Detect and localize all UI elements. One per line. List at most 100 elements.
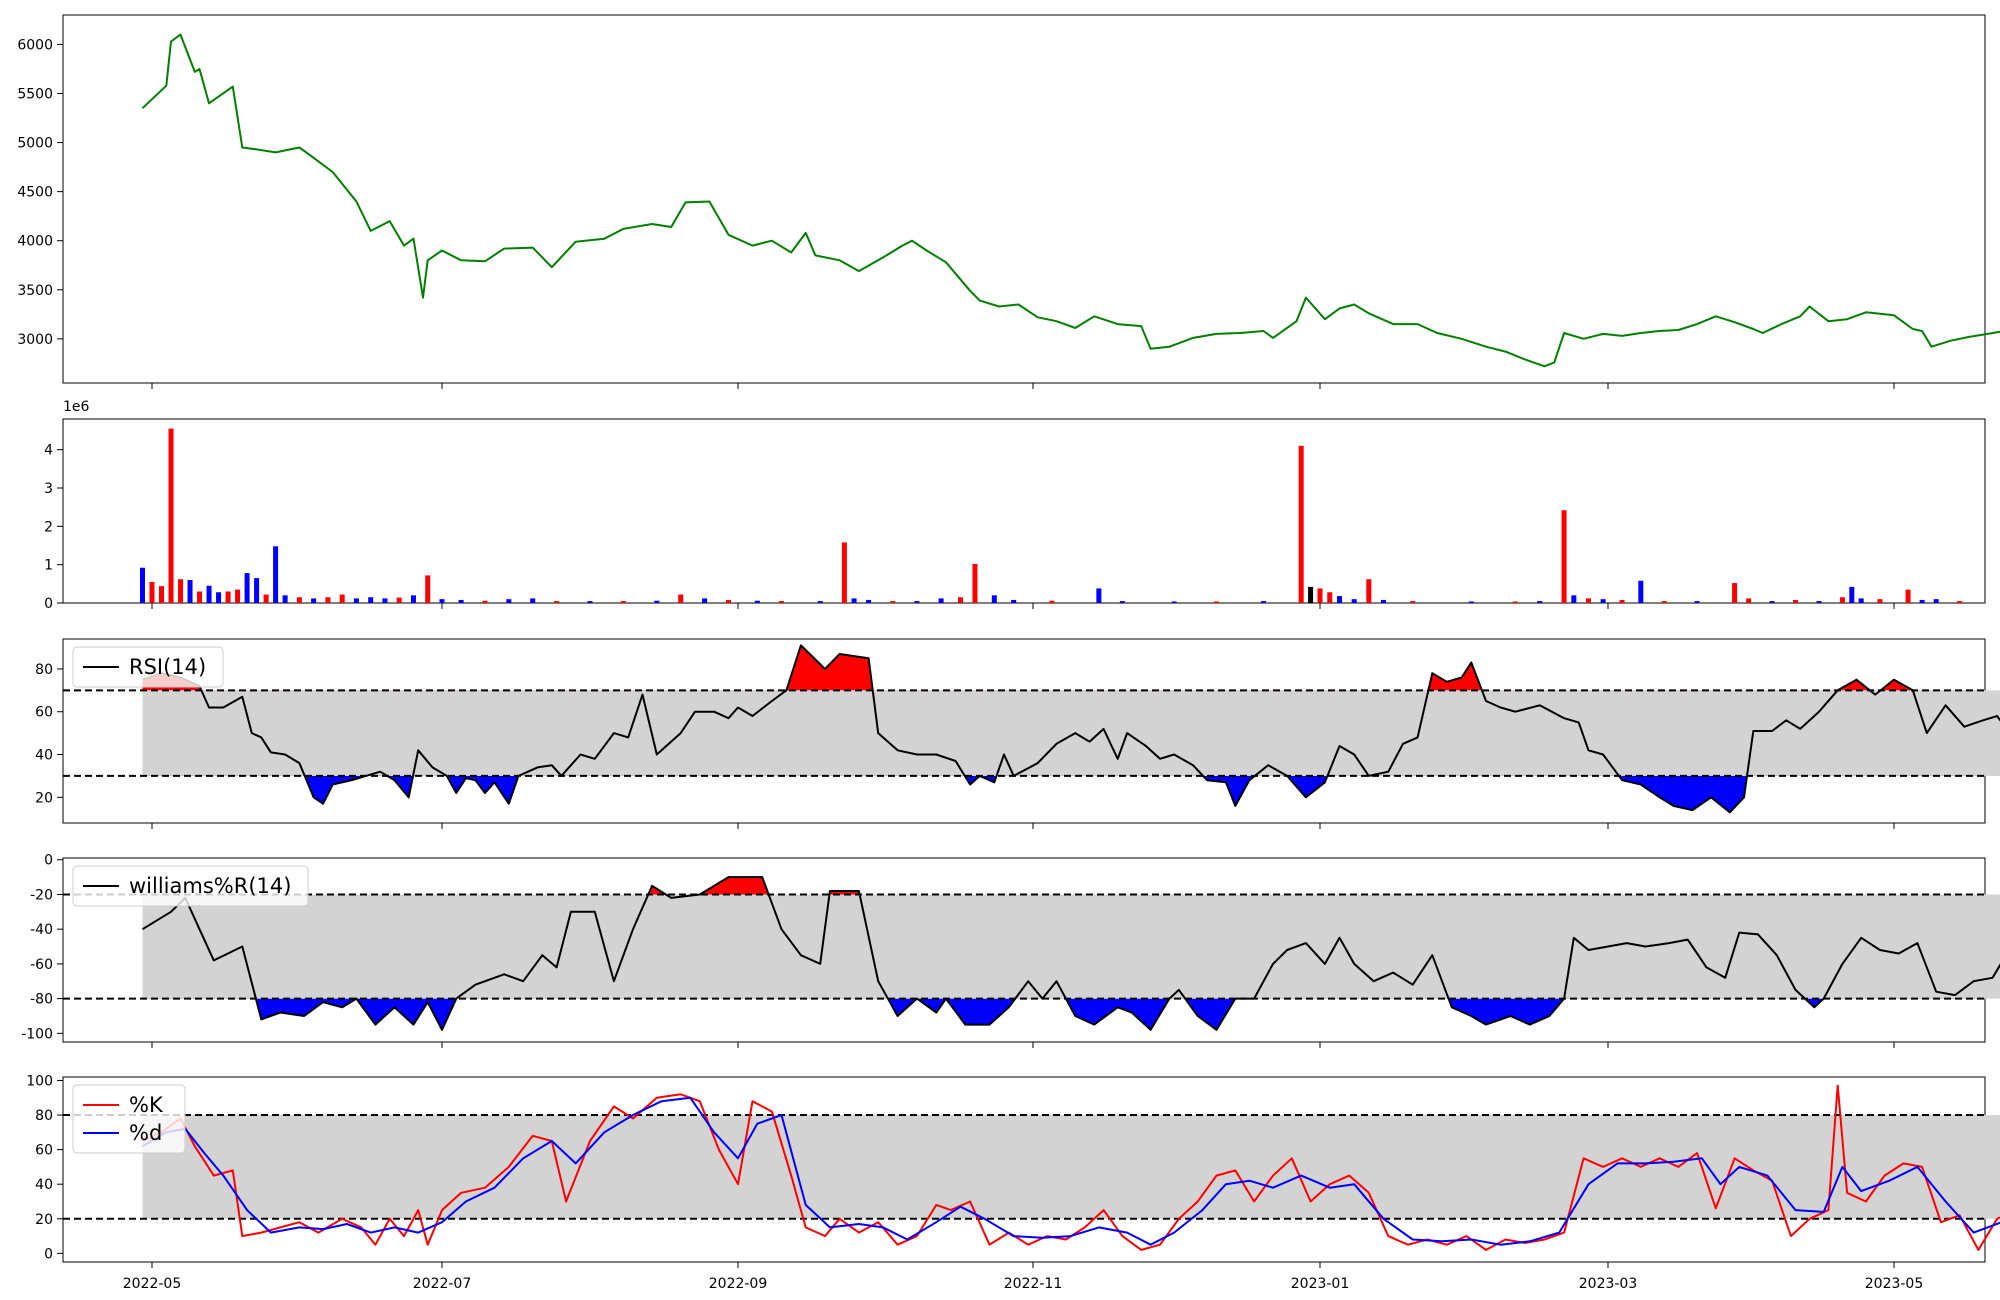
volume-bar <box>754 600 760 603</box>
volume-bar <box>254 578 260 603</box>
volume-bar <box>1537 601 1543 603</box>
price-ytick-label: 3500 <box>17 283 53 299</box>
stochastic-band <box>142 1115 2000 1219</box>
stochastic-ytick-label: 80 <box>35 1108 53 1124</box>
rsi-ytick-label: 80 <box>35 662 53 678</box>
volume-bar <box>890 601 896 603</box>
volume-bar <box>957 597 963 603</box>
volume-bar <box>353 598 359 603</box>
volume-bar <box>1919 599 1925 603</box>
price-ytick-label: 5000 <box>17 136 53 152</box>
volume-bar <box>1858 598 1864 603</box>
rsi-legend <box>72 646 224 688</box>
volume-bar <box>1793 599 1799 603</box>
volume-bar <box>1957 601 1963 603</box>
volume-bar <box>1213 601 1219 603</box>
price-ytick-label: 3000 <box>17 332 53 348</box>
volume-bar <box>1380 599 1386 603</box>
rsi-line-0 <box>142 644 2000 814</box>
volume-bar <box>1298 445 1304 603</box>
volume-bar <box>1366 579 1372 603</box>
volume-bar <box>206 585 212 603</box>
volume-bar <box>620 601 626 603</box>
williams-ytick-label: -100 <box>21 1026 53 1042</box>
volume-bar <box>1849 586 1855 603</box>
volume-ytick-label: 3 <box>44 481 53 497</box>
x-tick-label: 2022-07 <box>413 1276 472 1292</box>
volume-bar <box>178 579 184 603</box>
volume-bar <box>244 573 250 603</box>
volume-bar <box>914 601 920 603</box>
volume-ytick-label: 2 <box>44 519 53 535</box>
volume-bar <box>1561 510 1567 603</box>
williams-ytick-label: -60 <box>30 957 53 973</box>
volume-bar <box>991 595 997 603</box>
stochastic-ytick-label: 20 <box>35 1212 53 1228</box>
stochastic-legend <box>72 1084 186 1154</box>
volume-bar <box>1317 588 1323 603</box>
stochastic-ytick-label: 100 <box>26 1073 53 1089</box>
rsi-overbought-fill <box>142 645 1913 691</box>
williams-ytick-label: -20 <box>30 887 53 903</box>
volume-bar <box>938 598 944 603</box>
x-tick-label: 2022-05 <box>123 1276 182 1292</box>
volume-bar <box>678 594 684 603</box>
volume-bar <box>458 599 464 603</box>
volume-bar <box>1905 589 1911 603</box>
williams-ytick-label: -80 <box>30 992 53 1008</box>
volume-bar <box>410 595 416 603</box>
stochastic-line-1 <box>141 1096 2000 1246</box>
volume-bar <box>554 601 560 603</box>
volume-bar <box>1638 580 1644 603</box>
volume-bar <box>296 597 302 603</box>
volume-bar <box>139 567 145 603</box>
stochastic-ytick-label: 0 <box>44 1246 53 1262</box>
stochastic-legend-label: %K <box>129 1093 164 1117</box>
x-tick-label: 2023-03 <box>1579 1276 1638 1292</box>
williams-ytick-label: -40 <box>30 922 53 938</box>
volume-bar <box>1327 592 1333 603</box>
volume-offset-label: 1e6 <box>63 399 90 415</box>
volume-bar <box>1571 595 1577 603</box>
volume-bar <box>1308 586 1314 603</box>
williams-band <box>142 894 2000 999</box>
volume-bar <box>1694 601 1700 603</box>
rsi-legend-label: RSI(14) <box>129 655 206 679</box>
volume-bar <box>1468 601 1474 603</box>
volume-bar <box>1119 601 1125 603</box>
volume-bar <box>425 575 431 603</box>
williams-legend <box>72 865 309 907</box>
williams-line-0 <box>141 876 2000 1031</box>
volume-bar <box>263 594 269 603</box>
volume-bar <box>654 600 660 603</box>
volume-bar <box>506 599 512 603</box>
stochastic-ytick-label: 40 <box>35 1177 53 1193</box>
price-ytick-label: 5500 <box>17 87 53 103</box>
volume-bar <box>587 601 593 603</box>
volume-frame <box>62 418 1986 604</box>
volume-bar <box>1661 601 1667 603</box>
volume-bar <box>482 600 488 603</box>
volume-bar <box>702 598 708 603</box>
volume-bar <box>339 594 345 603</box>
williams-overbought-fill <box>648 877 860 895</box>
volume-bar <box>1096 588 1102 603</box>
volume-bar <box>159 586 165 603</box>
volume-bar <box>1585 598 1591 603</box>
stochastic-ytick-label: 60 <box>35 1143 53 1159</box>
volume-bar <box>1261 601 1267 603</box>
x-tick-label: 2023-01 <box>1291 1276 1350 1292</box>
volume-bar <box>1619 599 1625 603</box>
volume-ytick-label: 1 <box>44 558 53 574</box>
volume-bar <box>1011 599 1017 603</box>
price-line <box>141 33 2000 368</box>
stochastic-line-0 <box>142 1084 2000 1251</box>
rsi-ytick-label: 60 <box>35 705 53 721</box>
volume-bar <box>282 595 288 603</box>
volume-bar <box>1410 601 1416 603</box>
rsi-ytick-label: 40 <box>35 748 53 764</box>
price-ytick-label: 4000 <box>17 234 53 250</box>
volume-bar <box>149 581 155 603</box>
volume-bar <box>866 599 872 603</box>
volume-ytick-label: 4 <box>44 443 53 459</box>
